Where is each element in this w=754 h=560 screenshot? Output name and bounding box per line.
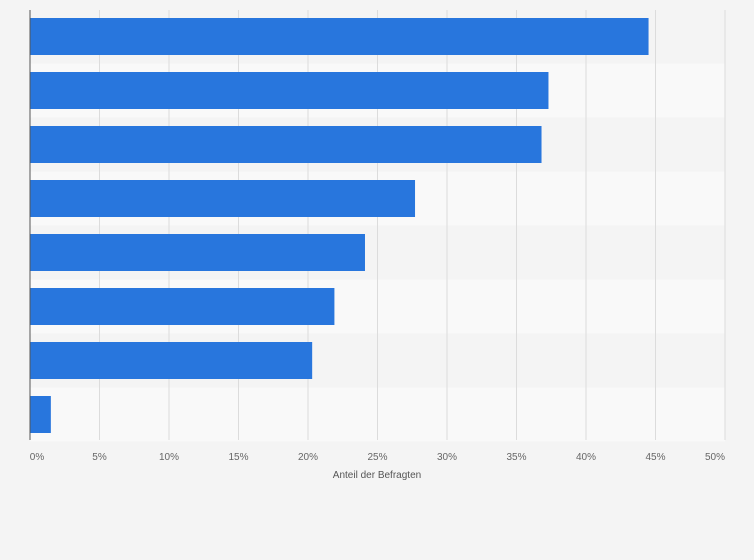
x-tick-label: 0% bbox=[30, 452, 45, 463]
bar bbox=[30, 18, 649, 55]
bar bbox=[30, 396, 51, 433]
bars bbox=[30, 18, 649, 433]
x-axis-title: Anteil der Befragten bbox=[333, 470, 421, 481]
bar bbox=[30, 342, 313, 379]
x-tick-label: 40% bbox=[576, 452, 596, 463]
bar bbox=[30, 126, 542, 163]
x-tick-label: 5% bbox=[92, 452, 107, 463]
x-tick-label: 35% bbox=[506, 452, 526, 463]
x-tick-label: 20% bbox=[298, 452, 318, 463]
x-axis-tick-labels: 0% 5% 10% 15% 20% 25% 30% 35% 40% 45% 50% bbox=[30, 452, 725, 463]
x-tick-label: 50% bbox=[705, 452, 725, 463]
x-tick-label: 30% bbox=[437, 452, 457, 463]
x-tick-label: 45% bbox=[645, 452, 665, 463]
bar bbox=[30, 72, 549, 109]
x-tick-label: 10% bbox=[159, 452, 179, 463]
x-tick-label: 15% bbox=[228, 452, 248, 463]
x-tick-label: 25% bbox=[367, 452, 387, 463]
bar bbox=[30, 180, 416, 217]
bar bbox=[30, 234, 365, 271]
bar bbox=[30, 288, 335, 325]
